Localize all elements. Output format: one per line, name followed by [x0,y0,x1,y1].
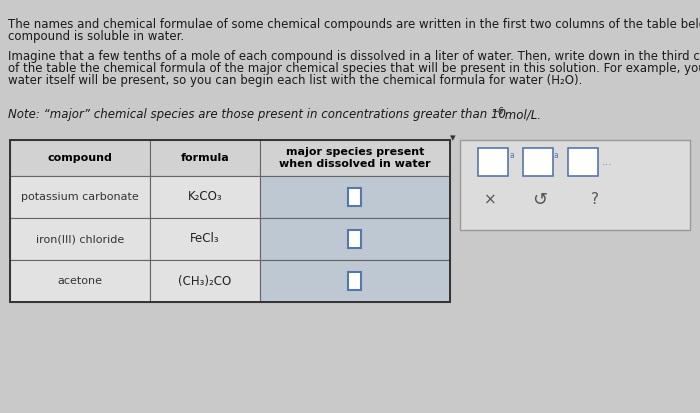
Bar [349,230,361,248]
Bar [10,140,450,302]
Text: Imagine that a few tenths of a mole of each compound is dissolved in a liter of : Imagine that a few tenths of a mole of e… [8,50,700,63]
Text: mol/L.: mol/L. [501,108,541,121]
Text: iron(III) chloride: iron(III) chloride [36,234,124,244]
Bar [150,260,260,302]
Text: (CH₃)₂CO: (CH₃)₂CO [178,275,232,287]
Text: a: a [554,151,559,160]
Bar [10,140,150,176]
Text: formula: formula [181,153,230,163]
Bar [150,218,260,260]
Text: ?: ? [591,192,599,207]
Text: ...: ... [602,157,613,167]
Bar [150,176,260,218]
Text: FeCl₃: FeCl₃ [190,233,220,245]
Text: The names and chemical formulae of some chemical compounds are written in the fi: The names and chemical formulae of some … [8,18,700,31]
Bar [478,148,508,176]
Text: Note: “major” chemical species are those present in concentrations greater than : Note: “major” chemical species are those… [8,108,506,121]
Bar [260,218,450,260]
Text: ▾: ▾ [450,133,456,143]
Bar [10,176,150,218]
Text: ↺: ↺ [533,191,547,209]
Text: water itself will be present, so you can begin each list with the chemical formu: water itself will be present, so you can… [8,74,582,87]
Text: a: a [509,151,514,160]
Bar [10,218,150,260]
Text: −6: −6 [491,107,503,116]
Bar [460,140,690,230]
Text: of the table the chemical formula of the major chemical species that will be pre: of the table the chemical formula of the… [8,62,700,75]
Text: acetone: acetone [57,276,102,286]
Bar [349,188,361,206]
Bar [568,148,598,176]
Bar [260,260,450,302]
Text: compound: compound [48,153,113,163]
Text: ×: × [484,192,496,207]
Bar [150,140,260,176]
Text: K₂CO₃: K₂CO₃ [188,190,222,204]
Bar [349,272,361,290]
Bar [260,176,450,218]
Bar [10,260,150,302]
Bar [260,140,450,176]
Bar [523,148,553,176]
Text: major species present
when dissolved in water: major species present when dissolved in … [279,147,430,169]
Text: potassium carbonate: potassium carbonate [21,192,139,202]
Text: compound is soluble in water.: compound is soluble in water. [8,30,184,43]
